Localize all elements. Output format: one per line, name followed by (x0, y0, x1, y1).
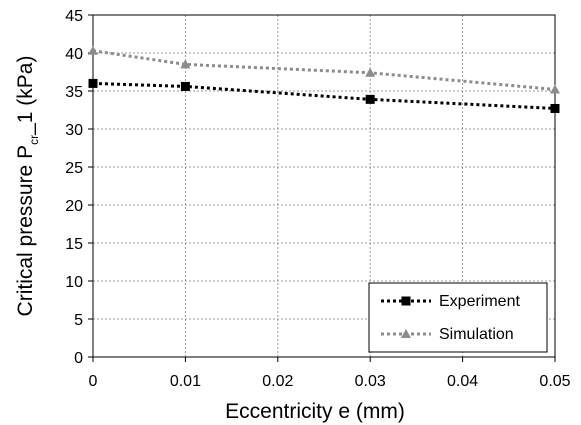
data-point-experiment (88, 78, 98, 88)
y-tick-label: 30 (65, 122, 83, 139)
data-point-experiment (550, 103, 560, 113)
legend-marker-simulation (401, 329, 411, 338)
x-tick-labels: 0 0.01 0.02 0.03 0.04 0.05 (89, 373, 571, 390)
x-tick-label: 0.04 (447, 373, 478, 390)
y-axis-title-suffix: _1 (kPa) (14, 56, 37, 136)
y-tick-label: 35 (65, 84, 83, 101)
y-tick-label: 15 (65, 236, 83, 253)
legend-label-experiment: Experiment (439, 293, 520, 310)
data-point-experiment (365, 94, 375, 104)
y-tick-label: 10 (65, 274, 83, 291)
legend: Experiment Simulation (368, 282, 548, 353)
x-tick-label: 0 (89, 373, 98, 390)
data-point-simulation (88, 45, 98, 55)
legend-marker-experiment (401, 296, 411, 306)
data-point-simulation (365, 67, 376, 77)
y-tick-label: 45 (65, 8, 83, 25)
data-point-simulation (180, 59, 191, 69)
y-axis-title: Critical pressure Pcr_1 (kPa) (14, 56, 41, 317)
data-point-simulation (550, 84, 560, 94)
plot-border (92, 14, 556, 358)
x-tick-label: 0.03 (355, 373, 386, 390)
data-point-experiment (180, 81, 190, 91)
y-tick-label: 25 (65, 160, 83, 177)
x-tick-label: 0.02 (262, 373, 293, 390)
x-axis-title: Eccentricity e (mm) (225, 400, 405, 423)
x-tick-label: 0.01 (170, 373, 201, 390)
legend-box (368, 282, 548, 353)
y-axis-title-subscript: cr (27, 135, 41, 145)
y-tick-labels: 0 5 10 15 20 25 30 35 40 45 (65, 8, 83, 367)
y-tick-label: 5 (74, 312, 83, 329)
y-tick-label: 0 (74, 350, 83, 367)
y-axis-title-main: Critical pressure P (14, 145, 37, 317)
y-tick-label: 20 (65, 198, 83, 215)
legend-label-simulation: Simulation (439, 326, 514, 343)
y-tick-label: 40 (65, 46, 83, 63)
x-tick-label: 0.05 (539, 373, 570, 390)
series-layer (88, 45, 560, 113)
